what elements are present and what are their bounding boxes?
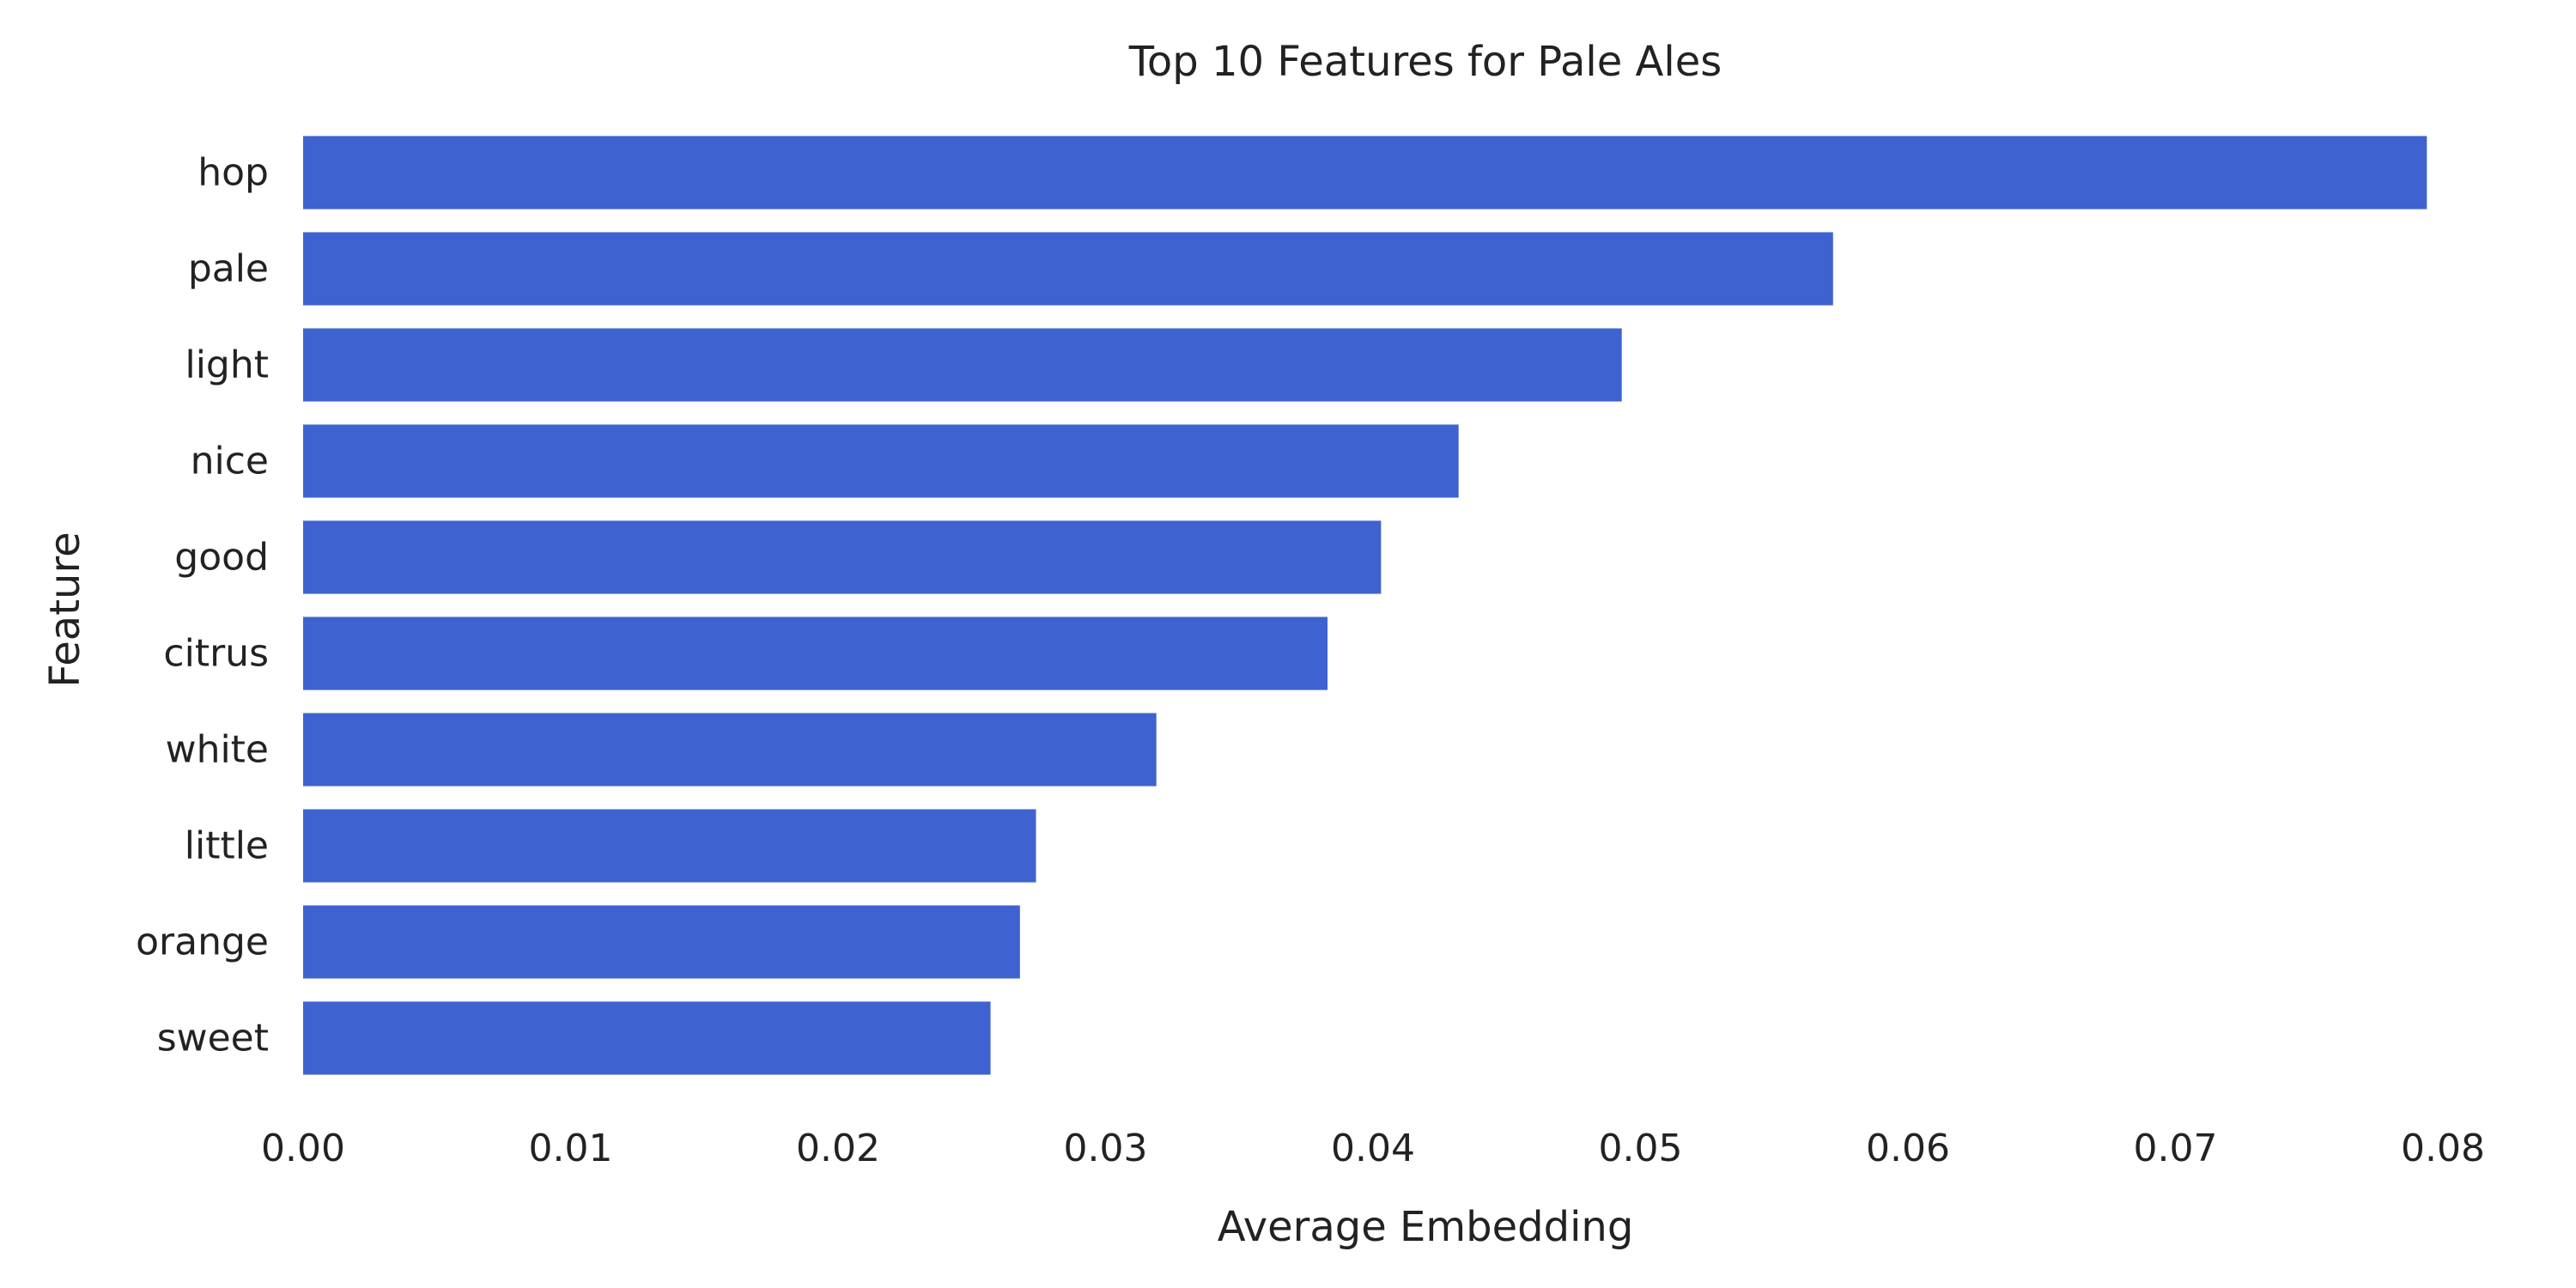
y-tick-label-sweet: sweet — [157, 1017, 269, 1060]
bars-group — [303, 136, 2427, 1075]
x-axis-tick-labels: 0.00 0.01 0.02 0.03 0.04 0.05 0.06 0.07 0.08 — [261, 1127, 2485, 1170]
x-tick-label-0: 0.00 — [261, 1127, 345, 1170]
y-tick-label-pale: pale — [188, 247, 269, 291]
y-tick-label-hop: hop — [197, 151, 269, 195]
y-tick-label-light: light — [185, 343, 269, 387]
bar-little — [303, 809, 1036, 883]
y-tick-label-citrus: citrus — [163, 632, 269, 676]
x-axis-label: Average Embedding — [1218, 1203, 1634, 1251]
bar-white — [303, 713, 1157, 787]
y-tick-label-good: good — [174, 536, 269, 580]
chart-title: Top 10 Features for Pale Ales — [1128, 38, 1722, 86]
x-tick-label-2: 0.02 — [796, 1127, 880, 1170]
bar-orange — [303, 905, 1020, 979]
x-tick-label-5: 0.05 — [1599, 1127, 1683, 1170]
bar-hop — [303, 136, 2427, 210]
x-tick-label-7: 0.07 — [2134, 1127, 2218, 1170]
bar-citrus — [303, 617, 1328, 690]
y-tick-label-little: little — [185, 824, 269, 868]
bar-pale — [303, 232, 1833, 306]
y-tick-label-white: white — [166, 728, 269, 772]
bar-good — [303, 520, 1382, 594]
x-tick-label-4: 0.04 — [1331, 1127, 1415, 1170]
bar-sweet — [303, 1001, 991, 1075]
bar-light — [303, 328, 1622, 402]
y-tick-label-orange: orange — [136, 920, 269, 964]
x-tick-label-3: 0.03 — [1064, 1127, 1148, 1170]
y-tick-label-nice: nice — [191, 440, 269, 483]
bar-nice — [303, 424, 1459, 498]
y-axis-label: Feature — [41, 532, 89, 687]
x-tick-label-1: 0.01 — [529, 1127, 613, 1170]
x-tick-label-8: 0.08 — [2401, 1127, 2485, 1170]
y-axis-tick-labels: hop pale light nice good citrus white little ora… — [136, 151, 269, 1060]
x-tick-label-6: 0.06 — [1866, 1127, 1950, 1170]
